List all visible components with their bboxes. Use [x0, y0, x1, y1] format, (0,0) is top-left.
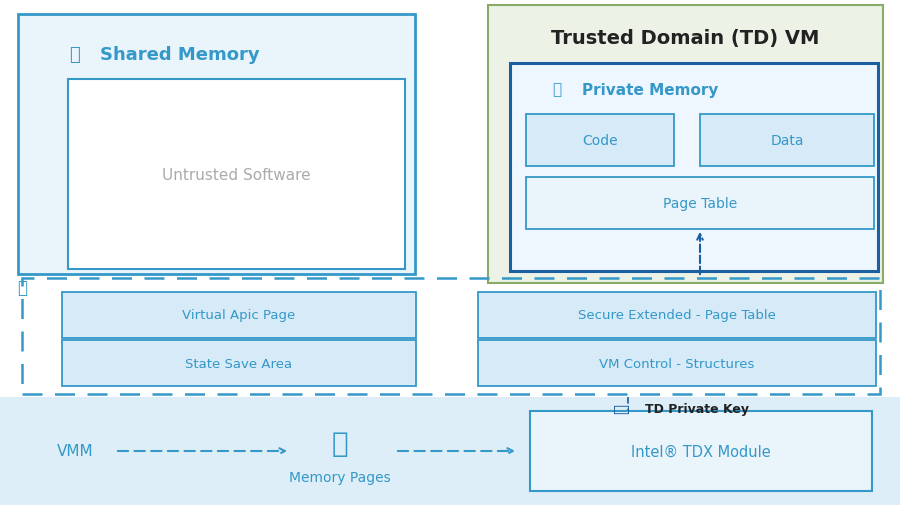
Text: Page Table: Page Table [663, 196, 737, 211]
Text: Shared Memory: Shared Memory [100, 46, 259, 64]
Bar [510, 64, 878, 272]
Text: Private Memory: Private Memory [582, 82, 718, 97]
Bar [18, 15, 415, 274]
Text: Secure Extended - Page Table: Secure Extended - Page Table [578, 309, 776, 322]
Bar [530, 411, 872, 491]
Bar [0, 397, 900, 505]
Bar [478, 292, 876, 338]
Bar [700, 115, 874, 167]
Bar [526, 178, 874, 230]
Text: 🔑: 🔑 [611, 403, 629, 413]
Text: Trusted Domain (TD) VM: Trusted Domain (TD) VM [551, 28, 819, 47]
Text: State Save Area: State Save Area [185, 357, 292, 370]
Bar [478, 340, 876, 386]
Text: 📖: 📖 [332, 429, 348, 457]
Text: TD Private Key: TD Private Key [645, 401, 749, 415]
Bar [22, 278, 880, 394]
Text: Untrusted Software: Untrusted Software [162, 167, 310, 182]
Text: 🛡: 🛡 [553, 82, 562, 97]
Bar [526, 115, 674, 167]
Bar [62, 340, 416, 386]
Text: 🛡: 🛡 [17, 278, 27, 296]
Text: Intel® TDX Module: Intel® TDX Module [631, 443, 771, 459]
Text: VM Control - Structures: VM Control - Structures [599, 357, 755, 370]
Bar [62, 292, 416, 338]
Text: Memory Pages: Memory Pages [289, 470, 391, 484]
Text: Code: Code [582, 134, 617, 147]
Text: Data: Data [770, 134, 804, 147]
Text: 👥: 👥 [69, 46, 80, 64]
Text: VMM: VMM [57, 443, 94, 459]
Bar [488, 6, 883, 283]
Bar [68, 80, 405, 270]
Text: Virtual Apic Page: Virtual Apic Page [183, 309, 295, 322]
